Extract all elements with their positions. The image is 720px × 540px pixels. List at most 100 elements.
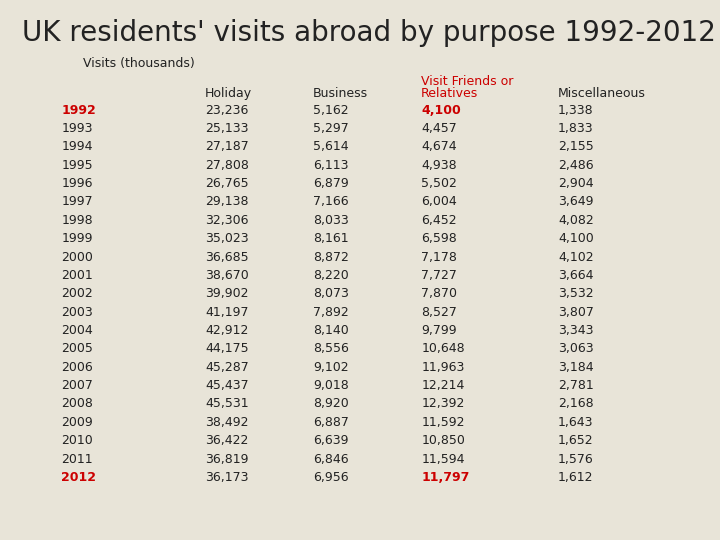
Text: 4,102: 4,102 (558, 251, 593, 264)
Text: 6,956: 6,956 (313, 471, 348, 484)
Text: 7,166: 7,166 (313, 195, 348, 208)
Text: 8,527: 8,527 (421, 306, 457, 319)
Text: 10,850: 10,850 (421, 434, 465, 447)
Text: 27,808: 27,808 (205, 159, 249, 172)
Text: 4,938: 4,938 (421, 159, 456, 172)
Text: 8,161: 8,161 (313, 232, 348, 245)
Text: 3,184: 3,184 (558, 361, 593, 374)
Text: Relatives: Relatives (421, 87, 479, 100)
Text: 2004: 2004 (61, 324, 93, 337)
Text: Visit Friends or: Visit Friends or (421, 75, 513, 87)
Text: 1,612: 1,612 (558, 471, 593, 484)
Text: 2,168: 2,168 (558, 397, 593, 410)
Text: 2010: 2010 (61, 434, 93, 447)
Text: UK residents' visits abroad by purpose 1992-2012: UK residents' visits abroad by purpose 1… (22, 19, 716, 47)
Text: 35,023: 35,023 (205, 232, 249, 245)
Text: 12,214: 12,214 (421, 379, 464, 392)
Text: 3,807: 3,807 (558, 306, 594, 319)
Text: 6,846: 6,846 (313, 453, 348, 465)
Text: 2008: 2008 (61, 397, 93, 410)
Text: 42,912: 42,912 (205, 324, 248, 337)
Text: 1997: 1997 (61, 195, 93, 208)
Text: 1,338: 1,338 (558, 104, 593, 117)
Text: 8,033: 8,033 (313, 214, 349, 227)
Text: 32,306: 32,306 (205, 214, 248, 227)
Text: 11,594: 11,594 (421, 453, 464, 465)
Text: 36,819: 36,819 (205, 453, 248, 465)
Text: 5,162: 5,162 (313, 104, 348, 117)
Text: 1993: 1993 (61, 122, 93, 135)
Text: 29,138: 29,138 (205, 195, 248, 208)
Text: 6,452: 6,452 (421, 214, 456, 227)
Text: Miscellaneous: Miscellaneous (558, 87, 646, 100)
Text: 8,920: 8,920 (313, 397, 349, 410)
Text: 6,598: 6,598 (421, 232, 457, 245)
Text: 45,437: 45,437 (205, 379, 249, 392)
Text: 1999: 1999 (61, 232, 93, 245)
Text: 1,643: 1,643 (558, 416, 593, 429)
Text: Business: Business (313, 87, 369, 100)
Text: 1,652: 1,652 (558, 434, 593, 447)
Text: 8,556: 8,556 (313, 342, 349, 355)
Text: 26,765: 26,765 (205, 177, 249, 190)
Text: 39,902: 39,902 (205, 287, 248, 300)
Text: 5,297: 5,297 (313, 122, 349, 135)
Text: 5,502: 5,502 (421, 177, 457, 190)
Text: 11,592: 11,592 (421, 416, 464, 429)
Text: 6,639: 6,639 (313, 434, 348, 447)
Text: 2009: 2009 (61, 416, 93, 429)
Text: 9,102: 9,102 (313, 361, 348, 374)
Text: 2002: 2002 (61, 287, 93, 300)
Text: 8,140: 8,140 (313, 324, 349, 337)
Text: 10,648: 10,648 (421, 342, 465, 355)
Text: 3,063: 3,063 (558, 342, 593, 355)
Text: 4,100: 4,100 (421, 104, 461, 117)
Text: 2006: 2006 (61, 361, 93, 374)
Text: 5,614: 5,614 (313, 140, 348, 153)
Text: Visits (thousands): Visits (thousands) (83, 57, 194, 70)
Text: 6,879: 6,879 (313, 177, 349, 190)
Text: 4,100: 4,100 (558, 232, 594, 245)
Text: 3,532: 3,532 (558, 287, 593, 300)
Text: 8,073: 8,073 (313, 287, 349, 300)
Text: 7,892: 7,892 (313, 306, 349, 319)
Text: 2,904: 2,904 (558, 177, 593, 190)
Text: 1998: 1998 (61, 214, 93, 227)
Text: 4,674: 4,674 (421, 140, 456, 153)
Text: 45,531: 45,531 (205, 397, 249, 410)
Text: 2012: 2012 (61, 471, 96, 484)
Text: 12,392: 12,392 (421, 397, 464, 410)
Text: 2001: 2001 (61, 269, 93, 282)
Text: 2007: 2007 (61, 379, 93, 392)
Text: 1992: 1992 (61, 104, 96, 117)
Text: 9,799: 9,799 (421, 324, 456, 337)
Text: 4,082: 4,082 (558, 214, 594, 227)
Text: Holiday: Holiday (205, 87, 252, 100)
Text: 8,872: 8,872 (313, 251, 349, 264)
Text: 1994: 1994 (61, 140, 93, 153)
Text: 36,173: 36,173 (205, 471, 248, 484)
Text: 11,797: 11,797 (421, 471, 469, 484)
Text: 45,287: 45,287 (205, 361, 249, 374)
Text: 2011: 2011 (61, 453, 93, 465)
Text: 4,457: 4,457 (421, 122, 457, 135)
Text: 36,685: 36,685 (205, 251, 249, 264)
Text: 1996: 1996 (61, 177, 93, 190)
Text: 2003: 2003 (61, 306, 93, 319)
Text: 7,178: 7,178 (421, 251, 457, 264)
Text: 38,670: 38,670 (205, 269, 249, 282)
Text: 44,175: 44,175 (205, 342, 249, 355)
Text: 6,887: 6,887 (313, 416, 349, 429)
Text: 6,004: 6,004 (421, 195, 457, 208)
Text: 1,576: 1,576 (558, 453, 594, 465)
Text: 1995: 1995 (61, 159, 93, 172)
Text: 7,870: 7,870 (421, 287, 457, 300)
Text: 25,133: 25,133 (205, 122, 248, 135)
Text: 9,018: 9,018 (313, 379, 349, 392)
Text: 23,236: 23,236 (205, 104, 248, 117)
Text: 36,422: 36,422 (205, 434, 248, 447)
Text: 3,664: 3,664 (558, 269, 593, 282)
Text: 41,197: 41,197 (205, 306, 248, 319)
Text: 2,781: 2,781 (558, 379, 594, 392)
Text: 38,492: 38,492 (205, 416, 248, 429)
